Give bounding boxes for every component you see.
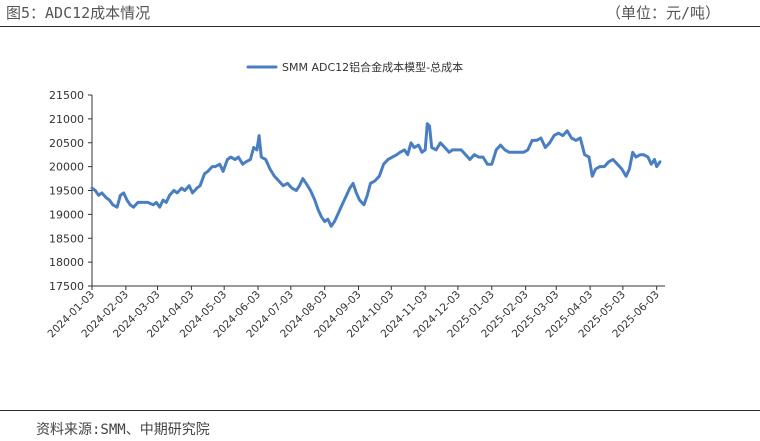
source-note: 资料来源:SMM、中期研究院 (36, 422, 210, 438)
x-ticks: 2024-01-032024-02-032024-03-032024-04-03… (45, 286, 662, 340)
top-rule (0, 26, 760, 27)
line-chart: SMM ADC12铝合金成本模型-总成本 17500 18000 18500 1900… (45, 60, 665, 340)
bottom-rule (0, 410, 760, 411)
legend-label: SMM ADC12铝合金成本模型-总成本 (282, 60, 463, 74)
y-tick-label: 21500 (49, 89, 84, 102)
y-ticks: 17500 18000 18500 19000 19500 20000 20500 21000… (49, 89, 92, 293)
y-tick-label: 20000 (49, 161, 84, 174)
y-tick-label: 18000 (49, 256, 84, 269)
y-tick-label: 19500 (49, 185, 84, 198)
y-tick-label: 20500 (49, 137, 84, 150)
figure-header: 图5：ADC12成本情况 （单位：元/吨） (0, 0, 760, 26)
unit-label: （单位：元/吨） (605, 4, 720, 22)
y-tick-label: 18500 (49, 232, 84, 245)
legend: SMM ADC12铝合金成本模型-总成本 (246, 60, 463, 74)
y-tick-label: 17500 (49, 280, 84, 293)
series-line-total-cost (90, 122, 662, 228)
y-tick-label: 21000 (49, 113, 84, 126)
y-tick-label: 19000 (49, 208, 84, 221)
figure-title: 图5：ADC12成本情况 (6, 4, 151, 22)
